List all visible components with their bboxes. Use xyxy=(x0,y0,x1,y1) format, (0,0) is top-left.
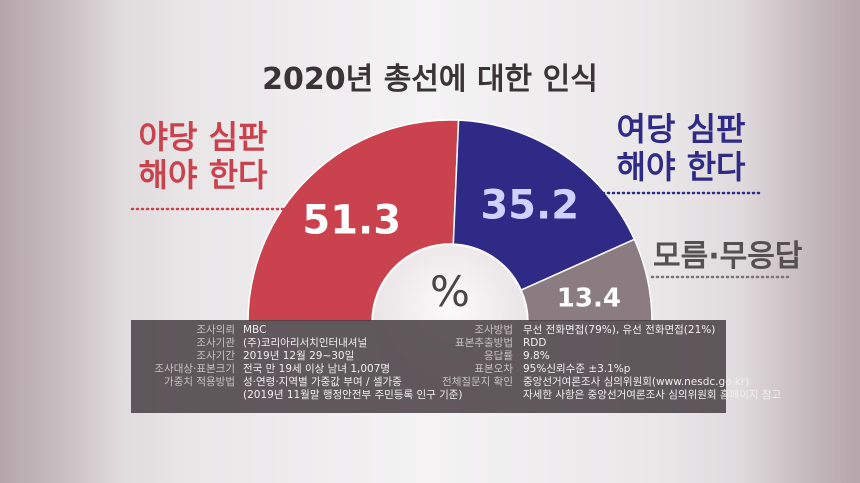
survey-left-key-4: 가중치 적용방법 xyxy=(164,376,235,388)
survey-left-values: MBC (주)코리아리서치인터내셔널 2019년 12월 29~30일 전국 만 19… xyxy=(243,324,463,402)
survey-left-value-2: 2019년 12월 29~30일 xyxy=(243,350,355,362)
survey-right-value-0: 무선 전화면접(79%), 유선 전화면접(21%) xyxy=(523,324,716,336)
survey-right-values: 무선 전화면접(79%), 유선 전화면접(21%) RDD 9.8% 95%신뢰수준… xyxy=(523,324,782,402)
survey-left-key-3: 조사대상·표본크기 xyxy=(154,363,235,375)
survey-right-value-5: 자세한 사항은 중앙선거여론조사 심의위원회 홈페이지 참고 xyxy=(523,389,782,401)
slice-government-value: 35.2 xyxy=(480,182,579,228)
survey-left-key-5 xyxy=(137,389,235,402)
survey-left-value-0: MBC xyxy=(243,324,267,336)
survey-right-value-1: RDD xyxy=(523,337,547,349)
survey-left-value-5: (2019년 11월말 행정안전부 주민등록 인구 기준) xyxy=(243,389,463,401)
survey-left-value-1: (주)코리아리서치인터내셔널 xyxy=(243,337,368,349)
label-government-line1: 여당 심판 xyxy=(616,110,746,148)
label-opposition-judgment: 야당 심판 해야 한다 xyxy=(118,118,288,195)
survey-right-key-4: 전체질문지 확인 xyxy=(442,376,513,388)
survey-right-key-0: 조사방법 xyxy=(474,324,513,336)
label-unknown: 모름·무응답 xyxy=(653,239,803,274)
survey-right-value-2: 9.8% xyxy=(523,350,550,362)
survey-right-key-1: 표본추출방법 xyxy=(455,337,513,349)
survey-right-key-3: 표본오차 xyxy=(474,363,513,375)
survey-left-value-3: 전국 만 19세 이상 남녀 1,007명 xyxy=(243,363,391,375)
label-government-line2: 해야 한다 xyxy=(616,148,746,187)
survey-left-keys: 조사의뢰 조사기관 조사기간 조사대상·표본크기 가중치 적용방법 xyxy=(137,324,235,402)
label-opposition-line1: 야당 심판 xyxy=(138,118,268,156)
survey-right-value-4: 중앙선거여론조사 심의위원회(www.nesdc.go.kr) xyxy=(523,376,750,388)
survey-left-value-4: 성·연령·지역별 가중값 부여 / 셀가중 xyxy=(243,376,402,388)
background-left-shade xyxy=(0,0,118,483)
survey-right-key-2: 응답률 xyxy=(484,350,513,362)
survey-info-box: 조사의뢰 조사기관 조사기간 조사대상·표본크기 가중치 적용방법 MBC (주)코리아리… xyxy=(131,320,782,413)
survey-left-key-1: 조사기관 xyxy=(196,337,235,349)
survey-right-keys: 조사방법 표본추출방법 응답률 표본오차 전체질문지 확인 xyxy=(403,324,513,402)
survey-left-key-2: 조사기간 xyxy=(196,350,235,362)
chart-title: 2020년 총선에 대한 인식 xyxy=(262,62,598,97)
slice-unknown-value: 13.4 xyxy=(557,283,621,313)
slice-opposition-value: 51.3 xyxy=(302,197,401,243)
label-opposition-line2: 해야 한다 xyxy=(138,156,268,195)
survey-right-key-5 xyxy=(403,389,513,402)
slice-opposition xyxy=(247,119,460,323)
background-right-shade xyxy=(742,0,860,483)
survey-left-key-0: 조사의뢰 xyxy=(196,324,235,336)
percent-sign: % xyxy=(430,267,470,316)
survey-right-value-3: 95%신뢰수준 ±3.1%p xyxy=(523,363,631,375)
label-government-judgment: 여당 심판 해야 한다 xyxy=(596,110,766,187)
slice-government xyxy=(452,119,636,292)
